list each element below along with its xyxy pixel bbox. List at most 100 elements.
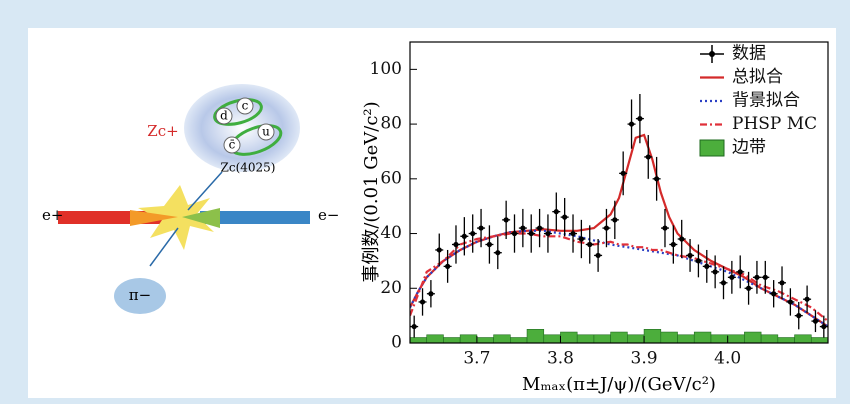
data-point bbox=[645, 154, 651, 160]
sideband-bar bbox=[727, 334, 745, 343]
sideband-bar bbox=[493, 334, 511, 343]
sideband-bar bbox=[443, 337, 461, 343]
sideband-bar bbox=[693, 331, 712, 343]
sideband-bar bbox=[810, 337, 828, 343]
legend-swatch bbox=[709, 51, 715, 57]
data-point bbox=[470, 230, 476, 237]
fit-curve bbox=[410, 229, 828, 328]
quark bbox=[257, 123, 275, 141]
sideband-bar bbox=[410, 337, 428, 343]
beam-electron bbox=[200, 211, 310, 224]
quark bbox=[223, 136, 241, 154]
y-tick-label: 80 bbox=[380, 114, 402, 134]
data-point bbox=[745, 285, 752, 291]
sideband-bar bbox=[560, 331, 578, 343]
sideband-bar bbox=[777, 337, 795, 343]
x-tick-label: 3.7 bbox=[463, 349, 490, 369]
legend-label: PHSP MC bbox=[732, 114, 817, 134]
data-point bbox=[737, 269, 743, 275]
data-point bbox=[796, 313, 802, 319]
quark-label: d bbox=[220, 109, 228, 123]
data-point bbox=[545, 230, 551, 237]
data-point bbox=[779, 280, 785, 286]
data-point bbox=[771, 291, 777, 297]
quark-label: c̄ bbox=[229, 138, 236, 152]
track bbox=[149, 227, 179, 267]
data-point bbox=[511, 230, 518, 237]
data-point bbox=[654, 176, 660, 182]
data-point bbox=[787, 299, 793, 305]
sideband-bar bbox=[576, 334, 595, 343]
sideband-bar bbox=[643, 329, 662, 343]
diquark-ring bbox=[213, 98, 263, 126]
data-point bbox=[570, 230, 576, 237]
sideband-bar bbox=[760, 334, 779, 343]
data-point bbox=[436, 247, 442, 253]
legend-swatch bbox=[699, 139, 725, 157]
track bbox=[187, 171, 223, 211]
data-point bbox=[662, 225, 668, 231]
zc-charge-label: Zc+ bbox=[147, 122, 178, 140]
pion-label: π− bbox=[129, 286, 151, 304]
pion-blob bbox=[114, 278, 166, 314]
y-tick-label: 20 bbox=[380, 278, 402, 298]
data-point bbox=[486, 241, 493, 248]
y-tick-label: 100 bbox=[370, 59, 402, 79]
data-point bbox=[411, 323, 417, 330]
data-point bbox=[620, 170, 626, 176]
data-point bbox=[804, 296, 810, 302]
data-point bbox=[503, 217, 509, 223]
electron-label: e− bbox=[318, 206, 339, 224]
data-point bbox=[461, 233, 467, 239]
x-axis-label: Mₘₐₓ(π±J/ψ)/(GeV/c²) bbox=[522, 374, 716, 395]
data-point bbox=[695, 258, 702, 264]
data-point bbox=[428, 291, 434, 297]
data-point bbox=[687, 252, 693, 259]
quark-label: c bbox=[242, 99, 249, 113]
collision bbox=[138, 185, 214, 250]
legend-label: 背景拟合 bbox=[732, 91, 800, 111]
data-point bbox=[628, 121, 635, 127]
sideband-bar bbox=[610, 331, 628, 343]
data-point bbox=[712, 269, 718, 275]
plot-frame bbox=[409, 41, 829, 344]
data-point bbox=[612, 217, 618, 223]
legend-label: 边带 bbox=[732, 138, 766, 158]
data-point bbox=[445, 263, 451, 269]
x-tick-label: 4.0 bbox=[714, 349, 741, 369]
data-point bbox=[562, 214, 568, 220]
legend-label: 数据 bbox=[732, 44, 766, 64]
data-point bbox=[495, 250, 501, 256]
zc-cloud bbox=[184, 84, 300, 172]
sideband-bar bbox=[510, 337, 528, 343]
data-point bbox=[704, 263, 710, 269]
positron-label: e+ bbox=[42, 206, 63, 224]
zc-label: Zc(4025) bbox=[221, 161, 276, 175]
legend-label: 总拟合 bbox=[732, 67, 783, 87]
data-point bbox=[637, 116, 643, 122]
data-point bbox=[419, 299, 426, 305]
data-point bbox=[603, 225, 610, 231]
plot-area bbox=[410, 93, 828, 343]
x-tick-label: 3.9 bbox=[631, 349, 658, 369]
sideband-bar bbox=[710, 334, 728, 343]
data-point bbox=[812, 318, 819, 324]
sideband-bar bbox=[459, 334, 478, 343]
data-point bbox=[528, 230, 534, 237]
y-tick-label: 0 bbox=[391, 333, 402, 353]
sideband-bar bbox=[627, 334, 645, 343]
y-axis-label: 事例数/(0.01 GeV/c²) bbox=[361, 101, 382, 282]
collision bbox=[130, 210, 178, 226]
data-point bbox=[520, 225, 526, 231]
collision bbox=[182, 208, 220, 228]
sideband-bar bbox=[543, 334, 561, 343]
data-point bbox=[578, 236, 584, 242]
y-tick-label: 60 bbox=[380, 168, 402, 188]
sideband-bar bbox=[677, 334, 695, 343]
sideband-bar bbox=[426, 334, 444, 343]
fit-curve bbox=[410, 232, 828, 322]
sideband-bar bbox=[744, 331, 762, 343]
data-point bbox=[536, 225, 543, 231]
x-tick-label: 3.8 bbox=[547, 349, 574, 369]
